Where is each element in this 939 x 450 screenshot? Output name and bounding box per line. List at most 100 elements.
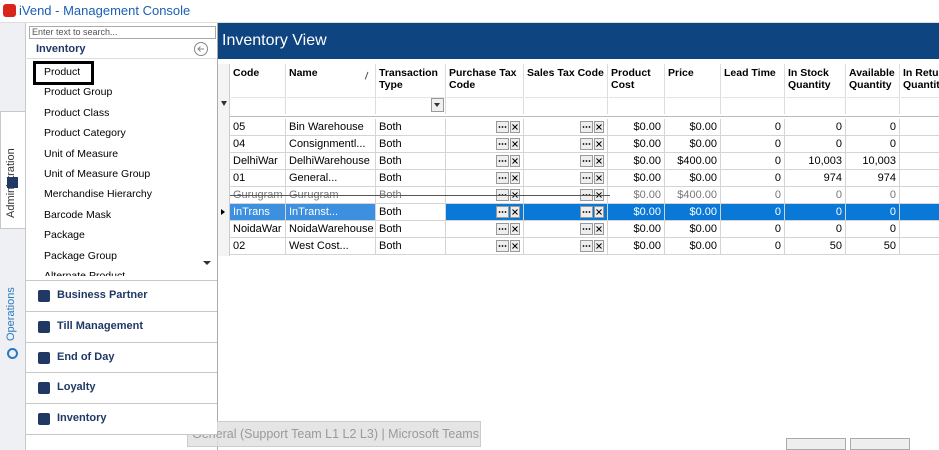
column-header[interactable]: [446, 64, 524, 114]
grid-cell[interactable]: Both: [376, 153, 446, 170]
grid-cell[interactable]: West Cost...: [286, 238, 376, 255]
grid-cell[interactable]: [524, 238, 608, 255]
grid-cell[interactable]: 0: [721, 238, 785, 255]
menu-item[interactable]: Product Class: [44, 106, 110, 119]
grid-cell[interactable]: $0.00: [665, 238, 721, 255]
grid-cell[interactable]: 0: [721, 204, 785, 221]
grid-cell[interactable]: [524, 119, 608, 136]
grid-cell[interactable]: 0: [721, 153, 785, 170]
nav-label[interactable]: Till Management: [57, 319, 143, 332]
grid-cell[interactable]: $400.00: [665, 153, 721, 170]
ellipsis-button[interactable]: [496, 240, 509, 252]
grid-cell[interactable]: $0.00: [665, 221, 721, 238]
menu-item[interactable]: Alternate Product: [44, 270, 126, 282]
ellipsis-button[interactable]: [496, 223, 509, 235]
nav-button[interactable]: [26, 341, 217, 373]
grid-cell[interactable]: DelhiWar: [230, 153, 286, 170]
filter-cell[interactable]: [901, 97, 939, 114]
column-header[interactable]: [524, 64, 608, 114]
grid-cell[interactable]: 01: [230, 170, 286, 187]
grid-cell[interactable]: [446, 136, 524, 153]
ellipsis-button[interactable]: [496, 155, 509, 167]
ellipsis-button[interactable]: [496, 206, 509, 218]
grid-cell[interactable]: $0.00: [665, 204, 721, 221]
grid-cell[interactable]: 0: [785, 221, 846, 238]
grid-cell[interactable]: [524, 170, 608, 187]
grid-cell[interactable]: 0: [721, 136, 785, 153]
grid-cell[interactable]: 0: [785, 204, 846, 221]
grid-cell[interactable]: [446, 170, 524, 187]
ellipsis-button[interactable]: [580, 240, 593, 252]
ellipsis-button[interactable]: [580, 138, 593, 150]
ellipsis-button[interactable]: [580, 223, 593, 235]
grid-cell[interactable]: 0: [721, 170, 785, 187]
search-box[interactable]: Enter text to search...: [29, 26, 216, 39]
clear-button[interactable]: [510, 206, 520, 218]
clear-button[interactable]: [510, 155, 520, 167]
column-header[interactable]: [286, 64, 376, 114]
clear-button[interactable]: [594, 138, 604, 150]
column-header[interactable]: [665, 64, 721, 114]
grid-cell[interactable]: [446, 238, 524, 255]
grid-cell[interactable]: $0.00: [665, 136, 721, 153]
grid-cell[interactable]: [524, 136, 608, 153]
grid-cell[interactable]: Consignmentl...: [286, 136, 376, 153]
nav-label[interactable]: End of Day: [57, 350, 115, 363]
clear-button[interactable]: [510, 223, 520, 235]
nav-button[interactable]: [26, 310, 217, 342]
clear-button[interactable]: [594, 240, 604, 252]
ellipsis-button[interactable]: [496, 121, 509, 133]
grid-cell[interactable]: Both: [376, 204, 446, 221]
nav-label[interactable]: Loyalty: [57, 381, 96, 394]
column-header[interactable]: [721, 64, 785, 114]
nav-label[interactable]: Inventory: [57, 412, 107, 425]
grid-cell[interactable]: 974: [846, 170, 900, 187]
clear-button[interactable]: [510, 138, 520, 150]
clear-button[interactable]: [594, 121, 604, 133]
grid-cell[interactable]: $400.00: [665, 187, 721, 204]
grid-cell[interactable]: Both: [376, 136, 446, 153]
grid-cell[interactable]: 50: [785, 238, 846, 255]
filter-cell[interactable]: [666, 97, 720, 114]
grid-cell[interactable]: Both: [376, 119, 446, 136]
grid-cell[interactable]: 0: [846, 221, 900, 238]
menu-item[interactable]: Barcode Mask: [44, 208, 112, 221]
grid-cell[interactable]: $0.00: [608, 221, 665, 238]
menu-item[interactable]: Unit of Measure: [44, 147, 119, 160]
filter-cell[interactable]: [847, 97, 899, 114]
grid-cell[interactable]: InTrans: [230, 204, 286, 221]
grid-cell[interactable]: [524, 221, 608, 238]
grid-cell[interactable]: Bin Warehouse: [286, 119, 376, 136]
grid-cell[interactable]: DelhiWarehouse: [286, 153, 376, 170]
grid-cell[interactable]: Both: [376, 221, 446, 238]
grid-cell[interactable]: [524, 204, 608, 221]
grid-cell[interactable]: $0.00: [665, 170, 721, 187]
grid-cell[interactable]: 0: [721, 119, 785, 136]
filter-cell[interactable]: [722, 97, 784, 114]
menu-item[interactable]: Product: [44, 66, 81, 78]
grid-cell[interactable]: 0: [785, 119, 846, 136]
ellipsis-button[interactable]: [496, 138, 509, 150]
column-header[interactable]: [846, 64, 900, 114]
tab-label[interactable]: Operations: [5, 287, 17, 341]
teams-notification[interactable]: General (Support Team L1 L2 L3) | Micros…: [187, 421, 481, 447]
menu-item[interactable]: Merchandise Hierarchy: [44, 188, 152, 201]
grid-cell[interactable]: 974: [785, 170, 846, 187]
filter-cell[interactable]: [609, 97, 664, 114]
clear-button[interactable]: [594, 206, 604, 218]
grid-cell[interactable]: 02: [230, 238, 286, 255]
grid-cell[interactable]: $0.00: [608, 170, 665, 187]
clear-button[interactable]: [594, 155, 604, 167]
filter-cell[interactable]: [231, 97, 285, 114]
grid-cell[interactable]: 05: [230, 119, 286, 136]
grid-cell[interactable]: $0.00: [608, 136, 665, 153]
grid-cell[interactable]: $0.00: [608, 204, 665, 221]
grid-cell[interactable]: 0: [721, 187, 785, 204]
menu-item[interactable]: Product Group: [44, 86, 113, 99]
column-header[interactable]: [608, 64, 665, 114]
admin-tab[interactable]: [0, 111, 26, 229]
grid-cell[interactable]: General...: [286, 170, 376, 187]
clear-button[interactable]: [510, 172, 520, 184]
nav-button[interactable]: [26, 280, 217, 311]
ellipsis-button[interactable]: [580, 172, 593, 184]
